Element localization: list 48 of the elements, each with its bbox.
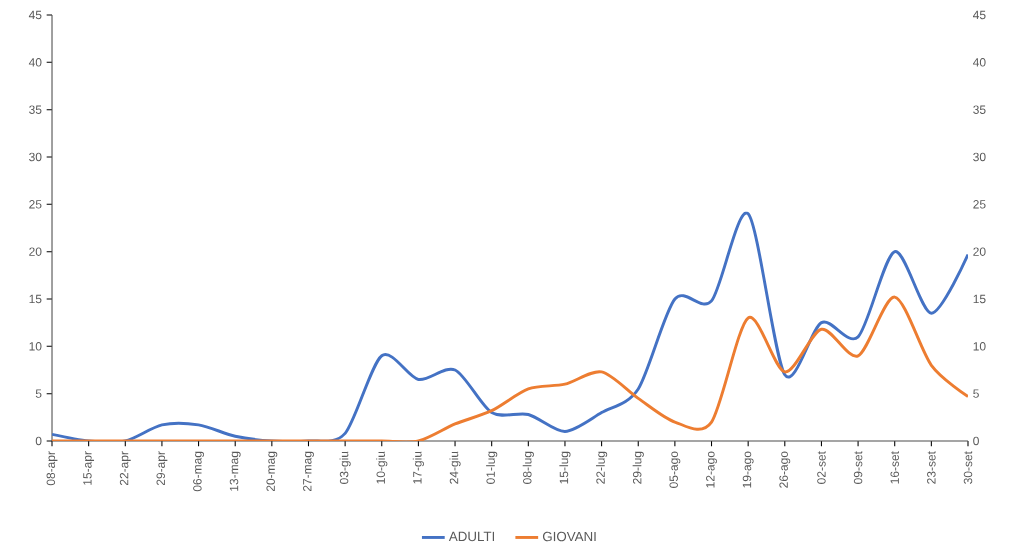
y2-tick-label: 35 (973, 105, 986, 114)
x-tick-label: 16-set (890, 451, 899, 484)
x-tick-label: 29-lug (632, 451, 644, 484)
y2-tick-label: 20 (973, 247, 986, 256)
x-tick-label: 15-lug (559, 451, 571, 484)
legend-label: ADULTI (448, 531, 495, 542)
y-tick-label: 30 (29, 152, 42, 162)
y-tick-label: 40 (28, 58, 42, 67)
x-tick-label: 08-apr (46, 451, 58, 486)
x-tick-label: 09-set (853, 451, 863, 484)
y-tick-label: 35 (29, 105, 42, 114)
x-tick-label: 22-lug (596, 451, 608, 484)
x-tick-label: 22-apr (119, 451, 131, 486)
y2-tick-label: 15 (973, 294, 986, 304)
y-tick-label: 45 (28, 10, 42, 20)
y2-tick-label: 40 (972, 58, 986, 67)
x-tick-label: 23-set (927, 451, 936, 484)
y2-tick-label: 25 (973, 200, 986, 209)
y-tick-label: 10 (29, 342, 42, 351)
x-tick-label: 06-mag (193, 451, 204, 492)
y2-tick-label: 0 (973, 436, 979, 446)
x-tick-label: 24-giu (449, 451, 461, 484)
legend-label: GIOVANI (542, 531, 596, 542)
y-tick-label: 15 (29, 294, 42, 304)
y-tick-label: 20 (29, 247, 42, 256)
x-tick-label: 12-ago (706, 451, 717, 488)
x-tick-label: 29-apr (156, 451, 168, 486)
y2-tick-label: 5 (973, 389, 979, 398)
x-tick-label: 03-giu (339, 451, 351, 484)
x-tick-label: 27-mag (303, 451, 314, 492)
x-tick-label: 17-giu (412, 451, 424, 484)
x-tick-label: 13-mag (229, 451, 241, 491)
y-tick-label: 25 (29, 200, 42, 209)
y-tick-label: 0 (35, 436, 42, 446)
y2-tick-label: 45 (972, 10, 986, 20)
x-tick-label: 08-lug (522, 451, 534, 484)
x-tick-label: 20-mag (266, 451, 278, 492)
x-tick-label: 15-apr (83, 451, 95, 485)
x-tick-label: 30-set (963, 451, 973, 484)
x-tick-label: 02-set (817, 451, 826, 484)
y2-tick-label: 10 (973, 342, 986, 351)
x-tick-label: 05-ago (669, 451, 681, 488)
x-tick-label: 01-lug (486, 451, 498, 484)
y-tick-label: 5 (35, 389, 42, 398)
x-tick-label: 26-ago (779, 451, 791, 488)
x-tick-label: 10-giu (376, 451, 388, 484)
y2-tick-label: 30 (973, 152, 986, 162)
x-tick-label: 19-ago (742, 451, 754, 488)
